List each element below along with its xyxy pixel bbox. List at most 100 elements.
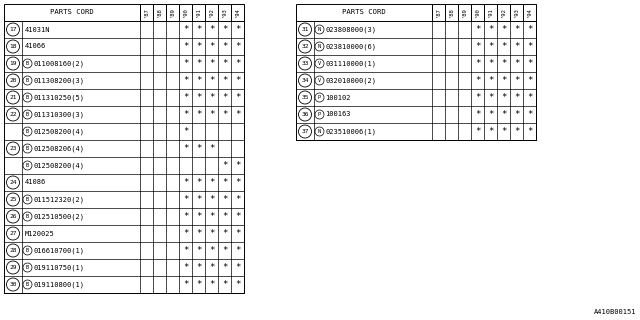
Text: PARTS CORD: PARTS CORD	[342, 10, 386, 15]
Text: V: V	[318, 61, 321, 66]
Text: *: *	[183, 246, 188, 255]
Circle shape	[6, 23, 19, 36]
Text: 27: 27	[9, 231, 17, 236]
Text: P: P	[318, 112, 321, 117]
Text: *: *	[514, 93, 519, 102]
Text: *: *	[209, 59, 214, 68]
Text: *: *	[196, 280, 201, 289]
Text: '90: '90	[475, 8, 480, 17]
Text: 21: 21	[9, 95, 17, 100]
Text: *: *	[514, 110, 519, 119]
Text: *: *	[235, 178, 240, 187]
Text: *: *	[209, 76, 214, 85]
Text: *: *	[183, 280, 188, 289]
Text: *: *	[514, 76, 519, 85]
Text: 23: 23	[9, 146, 17, 151]
Text: *: *	[222, 280, 227, 289]
Circle shape	[298, 91, 312, 104]
Text: '87: '87	[144, 8, 149, 17]
Circle shape	[23, 59, 32, 68]
Text: N: N	[318, 44, 321, 49]
Circle shape	[298, 23, 312, 36]
Text: *: *	[209, 144, 214, 153]
Text: 41031N: 41031N	[25, 27, 51, 33]
Circle shape	[6, 74, 19, 87]
Text: '87: '87	[436, 8, 441, 17]
Text: *: *	[196, 93, 201, 102]
Text: N: N	[318, 129, 321, 134]
Text: 023510006(1): 023510006(1)	[325, 128, 376, 135]
Text: *: *	[235, 212, 240, 221]
Circle shape	[315, 76, 324, 85]
Text: *: *	[514, 42, 519, 51]
Text: '88: '88	[449, 8, 454, 17]
Circle shape	[6, 244, 19, 257]
Text: 34: 34	[301, 78, 308, 83]
Text: *: *	[235, 76, 240, 85]
Text: *: *	[488, 110, 493, 119]
Text: *: *	[196, 110, 201, 119]
Text: 17: 17	[9, 27, 17, 32]
Circle shape	[315, 42, 324, 51]
Text: *: *	[222, 42, 227, 51]
Text: *: *	[196, 25, 201, 34]
Circle shape	[298, 40, 312, 53]
Text: *: *	[183, 110, 188, 119]
Circle shape	[315, 127, 324, 136]
Text: *: *	[222, 93, 227, 102]
Text: 33: 33	[301, 61, 308, 66]
Text: 24: 24	[9, 180, 17, 185]
Circle shape	[23, 110, 32, 119]
Text: 19: 19	[9, 61, 17, 66]
Circle shape	[315, 93, 324, 102]
Text: *: *	[501, 42, 506, 51]
Text: 20: 20	[9, 78, 17, 83]
Text: *: *	[222, 178, 227, 187]
Text: N: N	[318, 27, 321, 32]
Text: 29: 29	[9, 265, 17, 270]
Text: V: V	[318, 78, 321, 83]
Text: *: *	[235, 161, 240, 170]
Text: *: *	[209, 93, 214, 102]
Circle shape	[23, 76, 32, 85]
Text: B: B	[26, 129, 29, 134]
Text: M120025: M120025	[25, 230, 55, 236]
Circle shape	[6, 193, 19, 206]
Text: *: *	[222, 161, 227, 170]
Text: *: *	[475, 59, 480, 68]
Text: *: *	[475, 25, 480, 34]
Text: *: *	[514, 127, 519, 136]
Text: 36: 36	[301, 112, 308, 117]
Circle shape	[6, 210, 19, 223]
Text: '90: '90	[183, 8, 188, 17]
Text: *: *	[209, 212, 214, 221]
Text: *: *	[209, 25, 214, 34]
Text: 25: 25	[9, 197, 17, 202]
Text: *: *	[527, 76, 532, 85]
Text: *: *	[209, 42, 214, 51]
Text: *: *	[235, 42, 240, 51]
Text: B: B	[26, 112, 29, 117]
Text: *: *	[475, 42, 480, 51]
Circle shape	[23, 161, 32, 170]
Circle shape	[298, 57, 312, 70]
Text: 41066: 41066	[25, 44, 46, 50]
Text: *: *	[235, 229, 240, 238]
Text: '89: '89	[462, 8, 467, 17]
Text: *: *	[235, 280, 240, 289]
Text: 012508200(4): 012508200(4)	[33, 128, 84, 135]
Text: 100102: 100102	[325, 94, 351, 100]
Text: B: B	[26, 197, 29, 202]
Text: '91: '91	[488, 8, 493, 17]
Text: *: *	[183, 42, 188, 51]
Text: *: *	[235, 25, 240, 34]
Text: 023810000(6): 023810000(6)	[325, 43, 376, 50]
Text: P: P	[318, 95, 321, 100]
Text: *: *	[222, 246, 227, 255]
Text: *: *	[196, 42, 201, 51]
Text: *: *	[183, 76, 188, 85]
Circle shape	[23, 127, 32, 136]
Text: *: *	[235, 195, 240, 204]
Text: B: B	[26, 214, 29, 219]
Text: 37: 37	[301, 129, 308, 134]
